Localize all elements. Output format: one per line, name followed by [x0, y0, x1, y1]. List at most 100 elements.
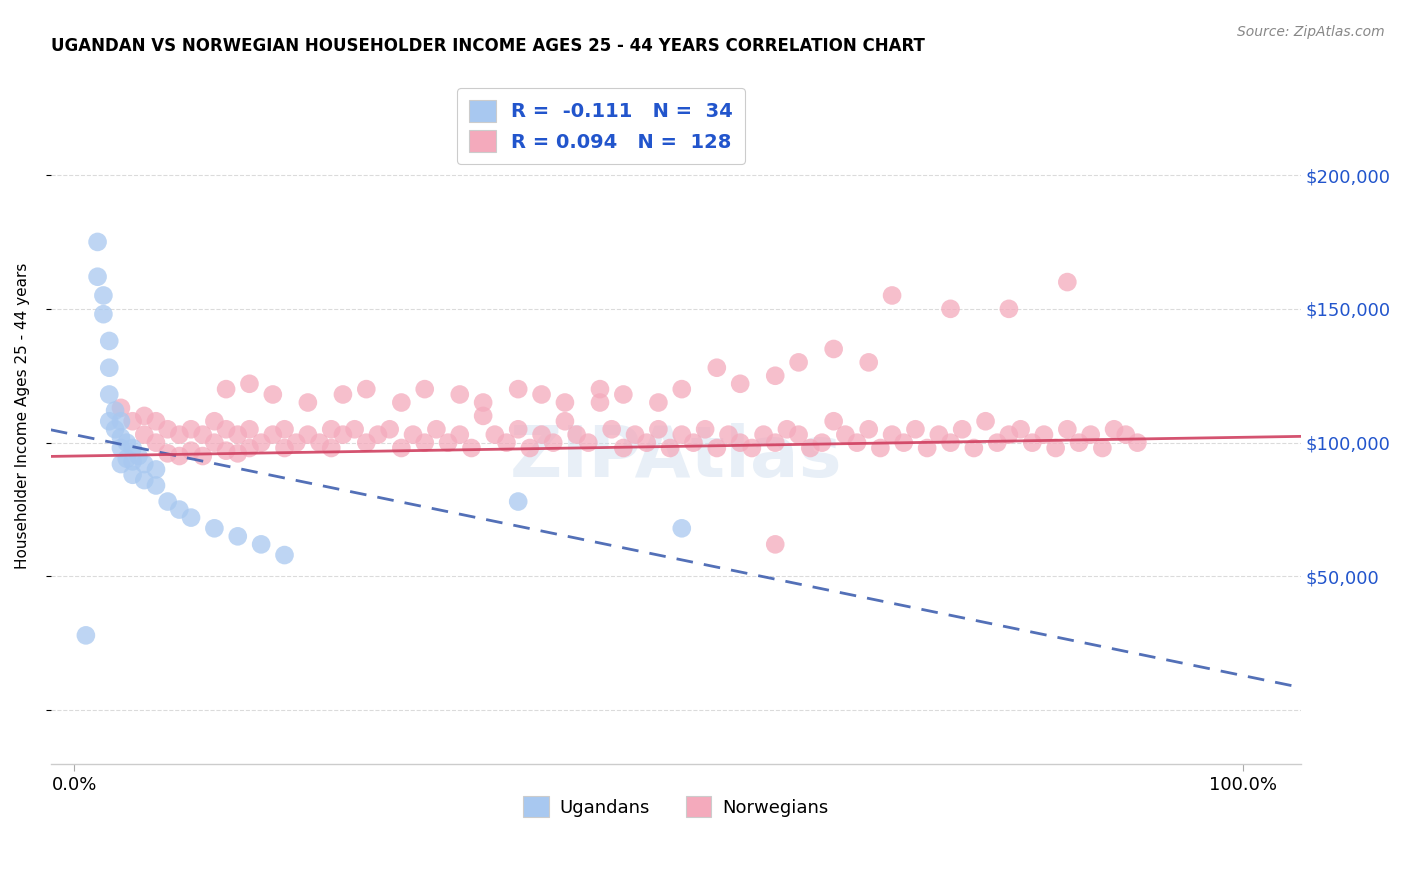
Point [413, 382, 436, 396]
Point [1045, 441, 1067, 455]
Point [763, 537, 786, 551]
Point [285, 435, 308, 450]
Point [202, 521, 225, 535]
Point [98, 334, 121, 348]
Point [880, 427, 903, 442]
Point [356, 435, 378, 450]
Point [823, 342, 845, 356]
Point [893, 435, 915, 450]
Point [226, 427, 249, 442]
Point [215, 422, 238, 436]
Point [134, 457, 156, 471]
Point [600, 422, 623, 436]
Point [846, 435, 869, 450]
Point [974, 414, 997, 428]
Text: ZIPAtlas: ZIPAtlas [509, 423, 842, 492]
Point [145, 478, 167, 492]
Point [880, 288, 903, 302]
Point [308, 435, 330, 450]
Point [367, 427, 389, 442]
Point [706, 360, 728, 375]
Point [121, 467, 143, 482]
Point [191, 427, 214, 442]
Point [104, 403, 127, 417]
Point [191, 449, 214, 463]
Point [389, 395, 412, 409]
Point [180, 443, 202, 458]
Text: UGANDAN VS NORWEGIAN HOUSEHOLDER INCOME AGES 25 - 44 YEARS CORRELATION CHART: UGANDAN VS NORWEGIAN HOUSEHOLDER INCOME … [51, 37, 925, 55]
Point [589, 382, 612, 396]
Point [541, 435, 564, 450]
Point [321, 422, 343, 436]
Point [215, 443, 238, 458]
Point [671, 427, 693, 442]
Point [110, 430, 132, 444]
Point [576, 435, 599, 450]
Point [262, 427, 284, 442]
Point [939, 301, 962, 316]
Point [180, 510, 202, 524]
Point [115, 435, 138, 450]
Point [202, 414, 225, 428]
Point [169, 427, 191, 442]
Point [858, 355, 880, 369]
Point [484, 427, 506, 442]
Legend: Ugandans, Norwegians: Ugandans, Norwegians [516, 789, 835, 824]
Point [115, 451, 138, 466]
Point [98, 387, 121, 401]
Point [695, 422, 717, 436]
Point [121, 454, 143, 468]
Point [273, 548, 295, 562]
Point [682, 435, 704, 450]
Point [519, 441, 541, 455]
Point [998, 301, 1021, 316]
Point [145, 414, 167, 428]
Point [202, 435, 225, 450]
Point [963, 441, 986, 455]
Point [156, 494, 179, 508]
Point [1102, 422, 1125, 436]
Point [356, 382, 378, 396]
Point [939, 435, 962, 450]
Point [145, 462, 167, 476]
Y-axis label: Householder Income Ages 25 - 44 years: Householder Income Ages 25 - 44 years [15, 263, 30, 569]
Point [763, 368, 786, 383]
Point [332, 427, 354, 442]
Point [741, 441, 763, 455]
Point [262, 387, 284, 401]
Point [110, 401, 132, 415]
Point [226, 529, 249, 543]
Point [402, 427, 425, 442]
Point [624, 427, 647, 442]
Point [110, 457, 132, 471]
Point [156, 422, 179, 436]
Point [647, 395, 669, 409]
Point [1126, 435, 1149, 450]
Point [508, 382, 530, 396]
Point [986, 435, 1008, 450]
Point [554, 414, 576, 428]
Point [904, 422, 927, 436]
Point [273, 441, 295, 455]
Point [93, 307, 115, 321]
Point [134, 409, 156, 423]
Point [530, 387, 553, 401]
Point [717, 427, 740, 442]
Point [226, 446, 249, 460]
Point [858, 422, 880, 436]
Point [273, 422, 295, 436]
Point [93, 288, 115, 302]
Point [763, 435, 786, 450]
Point [134, 427, 156, 442]
Point [1091, 441, 1114, 455]
Point [156, 446, 179, 460]
Point [799, 441, 821, 455]
Point [752, 427, 775, 442]
Point [297, 427, 319, 442]
Point [104, 422, 127, 436]
Point [472, 409, 495, 423]
Point [998, 427, 1021, 442]
Point [530, 427, 553, 442]
Point [823, 414, 845, 428]
Point [1021, 435, 1043, 450]
